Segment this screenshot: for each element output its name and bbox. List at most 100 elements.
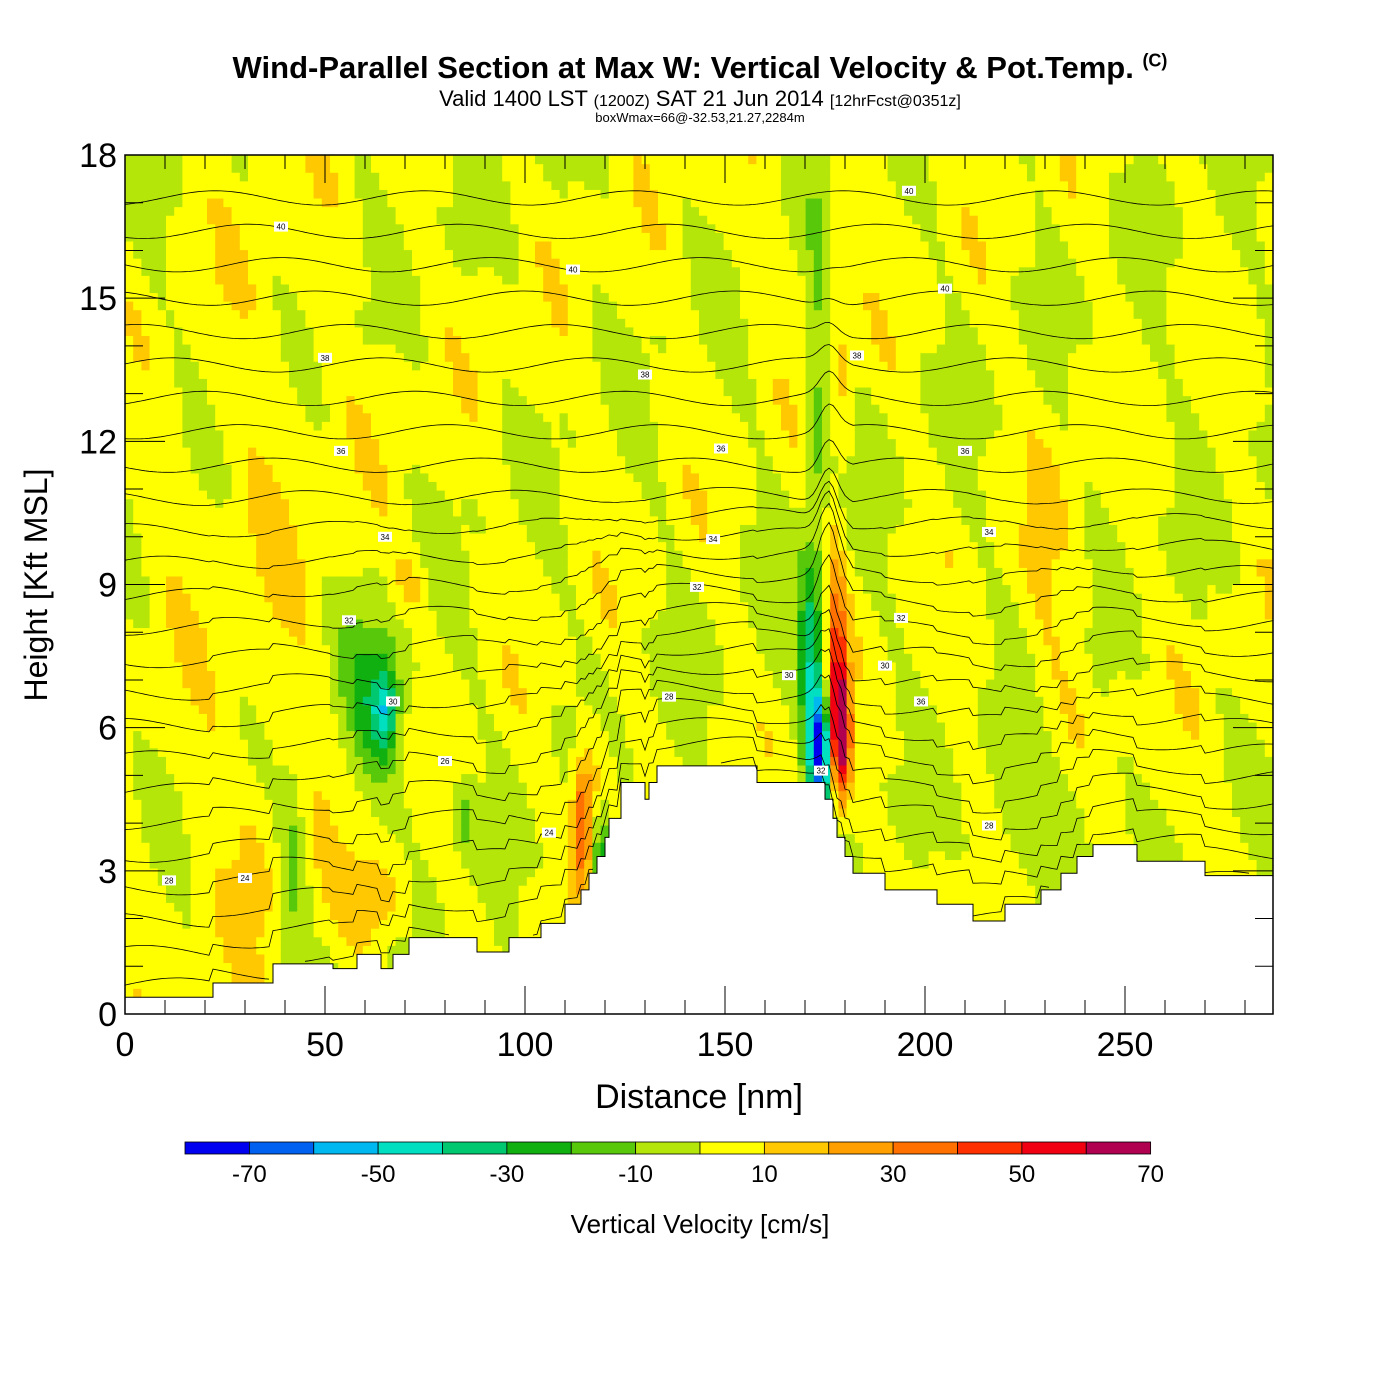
velocity-cell (125, 807, 134, 818)
velocity-cell (371, 653, 380, 663)
velocity-cell (256, 189, 265, 199)
velocity-cell (280, 558, 290, 568)
velocity-cell (190, 790, 200, 800)
velocity-cell (403, 618, 413, 629)
velocity-cell (403, 687, 413, 697)
velocity-cell (518, 876, 528, 886)
velocity-cell (166, 988, 175, 998)
velocity-cell (166, 902, 175, 912)
velocity-cell (223, 678, 233, 689)
velocity-cell (371, 532, 380, 543)
velocity-cell (379, 378, 388, 388)
velocity-cell (321, 807, 331, 818)
velocity-cell (444, 730, 454, 740)
velocity-cell (133, 584, 142, 594)
velocity-cell (395, 215, 405, 225)
velocity-cell (371, 172, 380, 182)
velocity-cell (141, 335, 151, 345)
velocity-cell (297, 335, 306, 345)
velocity-cell (338, 825, 347, 835)
velocity-cell (166, 498, 175, 508)
velocity-cell (494, 275, 503, 285)
velocity-cell (280, 601, 290, 611)
velocity-cell (305, 352, 315, 362)
velocity-cell (239, 275, 249, 285)
velocity-cell (412, 206, 421, 216)
velocity-cell (289, 919, 298, 929)
velocity-cell (272, 369, 282, 379)
velocity-cell (403, 189, 413, 199)
velocity-cell (231, 309, 241, 319)
velocity-cell (354, 524, 364, 534)
velocity-cell (166, 945, 175, 955)
velocity-cell (248, 472, 257, 483)
velocity-cell (436, 429, 446, 440)
velocity-cell (346, 713, 356, 723)
velocity-cell (444, 532, 454, 543)
velocity-cell (403, 704, 413, 714)
velocity-cell (371, 352, 380, 362)
velocity-cell (149, 189, 159, 199)
velocity-cell (239, 850, 249, 860)
velocity-cell (387, 464, 397, 474)
velocity-cell (354, 893, 364, 903)
velocity-cell (289, 215, 298, 225)
velocity-cell (477, 816, 487, 826)
velocity-cell (198, 301, 208, 311)
velocity-cell (330, 232, 339, 242)
velocity-cell (321, 704, 331, 714)
velocity-cell (289, 807, 298, 818)
velocity-cell (477, 541, 487, 551)
velocity-cell (313, 412, 323, 422)
velocity-cell (403, 661, 413, 671)
velocity-cell (354, 928, 364, 938)
velocity-cell (215, 223, 224, 233)
velocity-cell (174, 421, 183, 431)
velocity-cell (133, 180, 142, 190)
velocity-cell (223, 532, 233, 543)
velocity-cell (395, 498, 405, 508)
velocity-cell (354, 283, 364, 294)
velocity-cell (371, 481, 380, 491)
velocity-cell (207, 790, 216, 800)
velocity-cell (461, 842, 470, 852)
velocity-cell (125, 301, 134, 311)
velocity-cell (387, 653, 397, 663)
velocity-cell (133, 601, 142, 611)
velocity-cell (412, 687, 421, 697)
velocity-cell (387, 369, 397, 379)
velocity-cell (166, 258, 175, 268)
velocity-cell (289, 644, 298, 654)
velocity-cell (231, 386, 241, 397)
velocity-cell (305, 301, 315, 311)
velocity-cell (346, 928, 356, 938)
velocity-cell (215, 283, 224, 294)
velocity-cell (272, 541, 282, 551)
velocity-cell (494, 773, 503, 783)
velocity-cell (313, 885, 323, 895)
velocity-cell (444, 455, 454, 465)
velocity-cell (313, 953, 323, 964)
velocity-cell (387, 782, 397, 792)
velocity-cell (354, 704, 364, 714)
velocity-cell (174, 438, 183, 448)
velocity-cell (256, 730, 265, 740)
velocity-cell (264, 627, 274, 637)
velocity-cell (420, 163, 429, 173)
velocity-cell (272, 258, 282, 268)
velocity-cell (198, 498, 208, 508)
velocity-cell (354, 498, 364, 508)
velocity-cell (485, 343, 495, 354)
velocity-cell (272, 807, 282, 818)
velocity-cell (518, 258, 528, 268)
velocity-cell (141, 197, 151, 208)
velocity-cell (469, 928, 479, 938)
velocity-cell (182, 421, 192, 431)
velocity-cell (198, 455, 208, 465)
velocity-cell (256, 447, 265, 457)
velocity-cell (461, 240, 470, 251)
velocity-cell (453, 558, 462, 568)
velocity-cell (256, 490, 265, 500)
velocity-cell (477, 421, 487, 431)
velocity-cell (198, 172, 208, 182)
